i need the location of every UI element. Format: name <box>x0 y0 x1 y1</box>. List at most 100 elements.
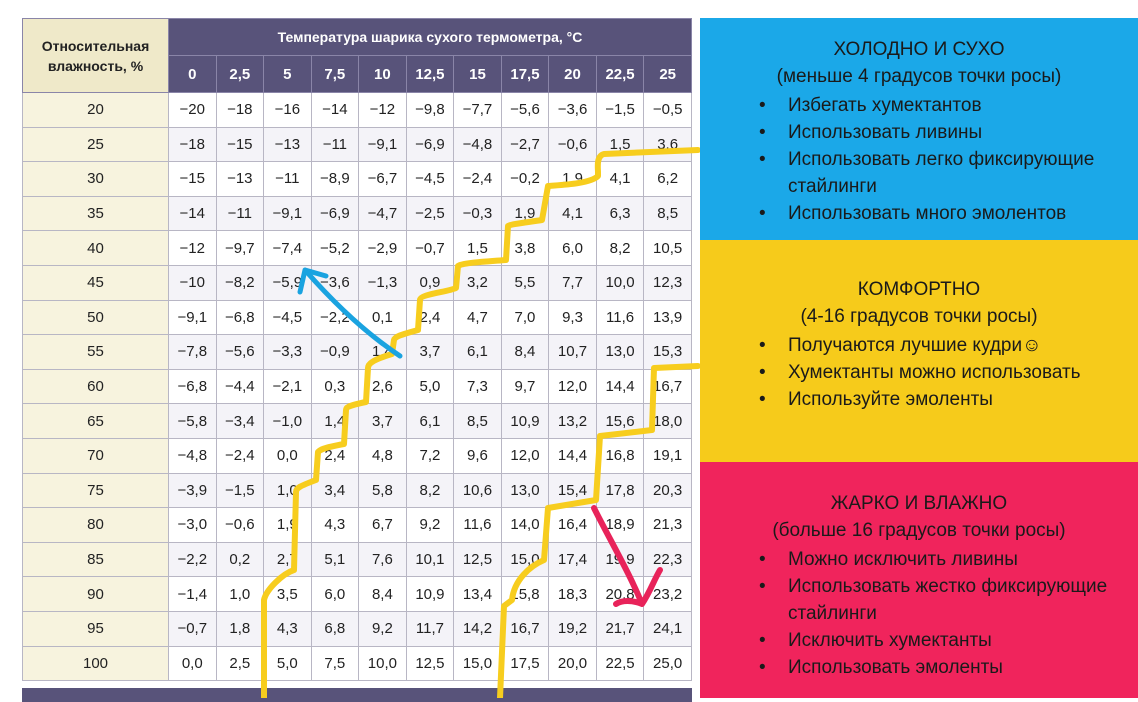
dew-point-cell: −18 <box>215 92 265 128</box>
dew-point-cell: 11,6 <box>595 299 645 336</box>
dew-point-cell: −12 <box>358 92 407 128</box>
list-item: Использовать ливины <box>759 119 1138 146</box>
dew-point-cell: −6,8 <box>168 368 217 405</box>
table-row: 45 −10 −8,2 −5,9 −3,6 −1,3 0,9 3,2 5,5 7,7 10,0 12,… <box>22 264 692 301</box>
temperature-column-header: 10 <box>358 55 407 93</box>
temperature-column-header: 17,5 <box>500 55 550 93</box>
dew-point-cell: 5,5 <box>500 264 550 301</box>
humidity-cell: 55 <box>22 334 169 370</box>
dew-point-cell: 12,5 <box>453 541 502 578</box>
dew-point-cell: 13,0 <box>595 334 645 370</box>
dew-point-cell: −0,7 <box>405 230 455 266</box>
dew-point-cell: 1,9 <box>263 507 312 543</box>
humidity-cell: 60 <box>22 368 169 405</box>
table-row: 95 −0,7 1,8 4,3 6,8 9,2 11,7 14,2 16,7 19,2 21,7 24… <box>22 610 692 647</box>
dew-point-cell: −4,4 <box>215 368 265 405</box>
dew-point-cell: 3,2 <box>453 264 502 301</box>
dew-point-cell: 18,3 <box>548 576 597 612</box>
temperature-column-header: 25 <box>643 55 692 93</box>
dew-point-cell: −18 <box>168 126 217 163</box>
dew-point-cell: −3,4 <box>215 403 265 439</box>
dew-point-cell: −9,1 <box>168 299 217 336</box>
dew-point-cell: 20,8 <box>595 576 645 612</box>
humidity-cell: 85 <box>22 541 169 578</box>
dew-point-cell: 12,3 <box>643 264 692 301</box>
dew-point-cell: −9,1 <box>358 126 407 163</box>
dew-point-cell: 8,2 <box>405 472 455 509</box>
dew-point-cell: −16 <box>263 92 312 128</box>
dew-point-cell: 2,7 <box>263 541 312 578</box>
dew-point-cell: 15,0 <box>500 541 550 578</box>
dew-point-cell: 25,0 <box>643 645 692 682</box>
dew-point-cell: 16,7 <box>500 610 550 647</box>
table-row: 75 −3,9 −1,5 1,0 3,4 5,8 8,2 10,6 13,0 15,4 17,8 20… <box>22 472 692 509</box>
dew-point-cell: 8,5 <box>643 195 692 232</box>
dew-point-cell: 12,5 <box>405 645 455 682</box>
temperature-column-header: 0 <box>168 55 217 93</box>
dew-point-cell: 14,4 <box>548 437 597 474</box>
dew-point-cell: 4,7 <box>453 299 502 336</box>
dew-point-cell: −1,4 <box>168 576 217 612</box>
dew-point-cell: −5,8 <box>168 403 217 439</box>
dew-point-cell: 2,5 <box>215 645 265 682</box>
humidity-cell: 65 <box>22 403 169 439</box>
humidity-cell: 75 <box>22 472 169 509</box>
dew-point-cell: 7,0 <box>500 299 550 336</box>
dew-point-cell: −20 <box>168 92 217 128</box>
hot-humid-list: Можно исключить ливины Использовать жест… <box>700 546 1138 681</box>
dew-point-cell: −14 <box>310 92 360 128</box>
dew-point-cell: 16,7 <box>643 368 692 405</box>
dew-point-cell: 21,7 <box>595 610 645 647</box>
dew-point-cell: −4,8 <box>168 437 217 474</box>
dew-point-cell: 5,0 <box>405 368 455 405</box>
dew-point-cell: 9,6 <box>453 437 502 474</box>
dew-point-cell: −0,6 <box>215 507 265 543</box>
dew-point-cell: 4,1 <box>595 161 645 197</box>
dew-point-cell: 23,2 <box>643 576 692 612</box>
dew-point-cell: −9,1 <box>263 195 312 232</box>
dew-point-cell: 4,1 <box>548 195 597 232</box>
dew-point-cell: −2,7 <box>500 126 550 163</box>
dew-point-cell: −3,6 <box>548 92 597 128</box>
table-row: 35 −14 −11 −9,1 −6,9 −4,7 −2,5 −0,3 1,9 4,1 6,3 8,5 <box>22 195 692 232</box>
dew-point-cell: 15,0 <box>453 645 502 682</box>
dew-point-cell: 4,8 <box>358 437 407 474</box>
humidity-cell: 30 <box>22 161 169 197</box>
dew-point-cell: −3,6 <box>310 264 360 301</box>
temperature-column-header: 12,5 <box>405 55 455 93</box>
list-item: Можно исключить ливины <box>759 546 1138 573</box>
dew-point-cell: 11,6 <box>453 507 502 543</box>
dew-point-cell: 6,8 <box>310 610 360 647</box>
list-item: Использовать легко фиксирующие стайлинги <box>759 146 1138 200</box>
dew-point-cell: −9,7 <box>215 230 265 266</box>
dew-point-cell: −3,3 <box>263 334 312 370</box>
dew-point-cell: 2,4 <box>405 299 455 336</box>
dew-point-cell: 5,0 <box>263 645 312 682</box>
dew-point-cell: −4,7 <box>358 195 407 232</box>
humidity-cell: 45 <box>22 264 169 301</box>
dew-point-cell: −11 <box>263 161 312 197</box>
dew-point-cell: −2,5 <box>405 195 455 232</box>
dew-point-cell: −5,6 <box>500 92 550 128</box>
dew-point-cell: 2,4 <box>310 437 360 474</box>
dew-point-cell: 21,3 <box>643 507 692 543</box>
hot-humid-subtitle: (больше 16 градусов точки росы) <box>772 520 1066 541</box>
dew-point-cell: 18,0 <box>643 403 692 439</box>
dew-point-cell: 3,4 <box>310 472 360 509</box>
humidity-cell: 25 <box>22 126 169 163</box>
humidity-cell: 20 <box>22 92 169 128</box>
dew-point-cell: 1,0 <box>215 576 265 612</box>
dew-point-cell: 4,3 <box>263 610 312 647</box>
dew-point-cell: 0,3 <box>310 368 360 405</box>
table-row: 100 0,0 2,5 5,0 7,5 10,0 12,5 15,0 17,5 20,0 22,5 2… <box>22 645 692 682</box>
dew-point-cell: −4,8 <box>453 126 502 163</box>
dew-point-cell: 0,1 <box>358 299 407 336</box>
dew-point-cell: 22,3 <box>643 541 692 578</box>
humidity-cell: 80 <box>22 507 169 543</box>
dew-point-cell: 10,1 <box>405 541 455 578</box>
dew-point-cell: 20,3 <box>643 472 692 509</box>
dew-point-cell: −6,8 <box>215 299 265 336</box>
list-item: Использовать жестко фиксирующие стайлинг… <box>759 573 1138 627</box>
dew-point-cell: 0,0 <box>168 645 217 682</box>
comfort-panel: КОМФОРТНО (4-16 градусов точки росы) Пол… <box>700 240 1138 462</box>
